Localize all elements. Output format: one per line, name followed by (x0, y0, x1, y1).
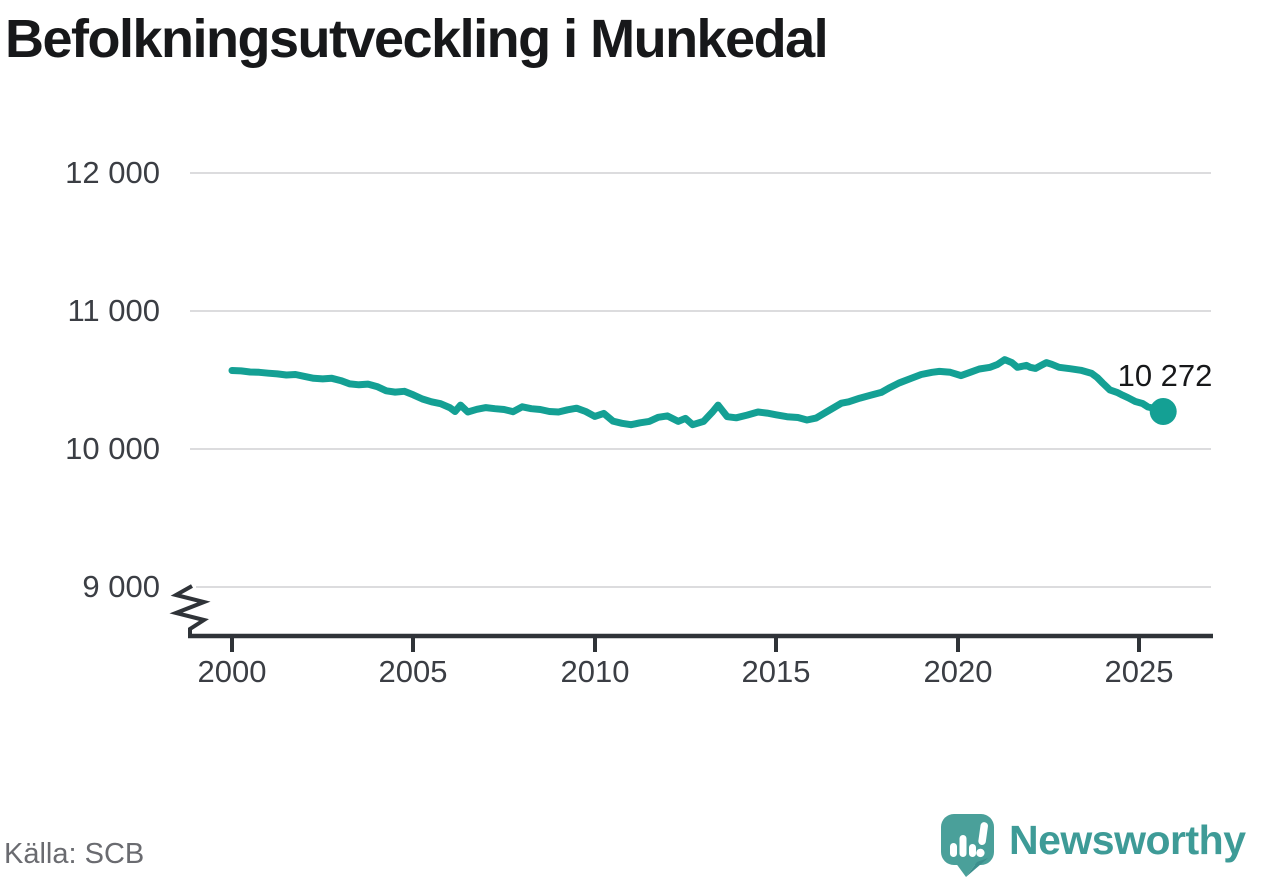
source-note: Källa: SCB (4, 838, 145, 870)
x-axis-label: 2010 (560, 654, 630, 689)
last-value-label: 10 272 (1117, 358, 1213, 393)
page-title: Befolkningsutveckling i Munkedal (5, 9, 829, 69)
x-axis-label: 2025 (1104, 654, 1174, 689)
axis-break-icon (169, 584, 211, 634)
x-axis-label: 2015 (741, 654, 811, 689)
x-axis-label: 2020 (923, 654, 993, 689)
y-axis-label: 12 000 (65, 155, 160, 190)
end-point-dot (1149, 398, 1177, 425)
newsworthy-logo: Newsworthy (936, 810, 1246, 878)
population-line (228, 356, 1167, 429)
y-axis-label: 10 000 (65, 431, 160, 466)
newsworthy-wordmark: Newsworthy (1009, 816, 1246, 863)
newsworthy-speech-bubble-chart-icon (941, 814, 994, 877)
x-axis-label: 2000 (197, 654, 267, 689)
x-axis-label: 2005 (378, 654, 448, 689)
y-axis-label: 9 000 (82, 569, 160, 604)
y-axis-label: 11 000 (67, 293, 160, 328)
